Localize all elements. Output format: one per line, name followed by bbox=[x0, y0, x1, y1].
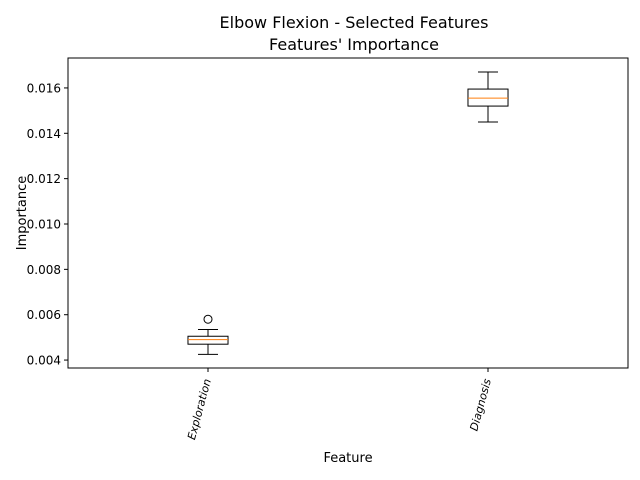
interquartile-box bbox=[187, 335, 229, 345]
y-tick-label: 0.004 bbox=[27, 354, 61, 368]
plot-frame bbox=[67, 57, 629, 369]
y-tick-label: 0.016 bbox=[27, 81, 61, 95]
box-diagnosis bbox=[467, 71, 509, 123]
y-tick-label: 0.008 bbox=[27, 263, 61, 277]
x-axis-label: Feature bbox=[323, 451, 372, 466]
y-axis-label: Importance bbox=[15, 176, 30, 251]
chart-subtitle: Features' Importance bbox=[269, 35, 439, 54]
x-tick-label: Exploration bbox=[185, 377, 214, 441]
chart-title: Elbow Flexion - Selected Features bbox=[220, 13, 489, 32]
outlier-point bbox=[203, 314, 213, 324]
plot-marks bbox=[187, 71, 509, 355]
x-tick-label: Diagnosis bbox=[467, 377, 493, 432]
y-tick-label: 0.006 bbox=[27, 308, 61, 322]
interquartile-box bbox=[467, 88, 509, 107]
y-tick-label: 0.010 bbox=[27, 217, 61, 231]
y-tick-label: 0.014 bbox=[27, 127, 61, 141]
x-axis: Exploration Diagnosis bbox=[185, 368, 494, 441]
box-exploration bbox=[187, 314, 229, 355]
y-tick-label: 0.012 bbox=[27, 172, 61, 186]
y-axis: 0.004 0.006 0.008 0.010 0.012 0.014 0.016 bbox=[27, 81, 68, 368]
